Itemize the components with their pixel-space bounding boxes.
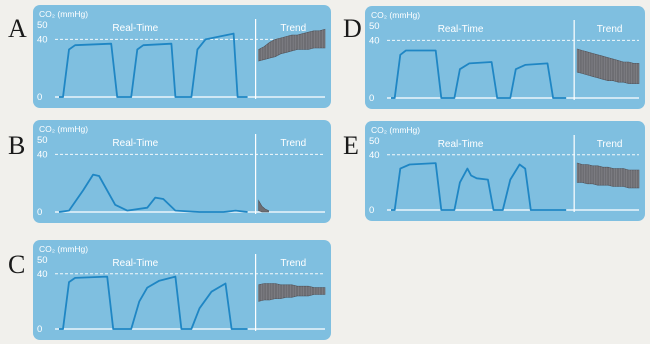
y-tick-0: 0 — [37, 324, 42, 335]
panel-letter-d: D — [343, 14, 362, 43]
panel-letter-c: C — [8, 250, 26, 279]
trend-label: Trend — [280, 138, 306, 149]
realtime-label: Real-Time — [438, 24, 484, 35]
y-tick-40: 40 — [37, 149, 48, 160]
y-axis-label: CO₂ (mmHg) — [371, 10, 420, 20]
realtime-label: Real-Time — [112, 23, 158, 34]
y-tick-40: 40 — [37, 269, 48, 280]
capnogram-svg: CO₂ (mmHg) Real-Time Trend 50 40 0 — [37, 124, 325, 218]
co2-waveform — [391, 49, 567, 99]
y-tick-40: 40 — [369, 35, 380, 46]
trend-band — [576, 48, 640, 84]
y-tick-40: 40 — [37, 34, 48, 45]
trend-label: Trend — [280, 23, 306, 34]
capnogram-panel-d: CO₂ (mmHg) Real-Time Trend 50 40 0 — [365, 6, 645, 109]
capnogram-svg: CO₂ (mmHg) Real-Time Trend 50 40 0 — [37, 244, 326, 335]
trend-label: Trend — [280, 258, 306, 269]
y-tick-0: 0 — [369, 93, 374, 104]
realtime-label: Real-Time — [438, 139, 484, 150]
realtime-label: Real-Time — [112, 258, 158, 269]
capnogram-panel-c: CO₂ (mmHg) Real-Time Trend 50 40 0 — [33, 240, 331, 340]
panel-letter-b: B — [8, 131, 26, 160]
trend-label: Trend — [597, 139, 623, 150]
trend-label: Trend — [597, 24, 623, 35]
co2-waveform — [391, 162, 567, 211]
y-tick-50: 50 — [369, 136, 380, 147]
y-axis-label: CO₂ (mmHg) — [371, 125, 420, 135]
trend-band — [576, 162, 640, 189]
capnogram-panel-b: CO₂ (mmHg) Real-Time Trend 50 40 0 — [33, 120, 331, 223]
y-tick-50: 50 — [369, 21, 380, 32]
trend-band — [258, 199, 269, 213]
y-tick-0: 0 — [369, 205, 374, 216]
y-tick-50: 50 — [37, 135, 48, 146]
realtime-label: Real-Time — [112, 138, 158, 149]
co2-waveform — [58, 173, 248, 213]
y-axis-label: CO₂ (mmHg) — [39, 9, 88, 19]
panel-letter-a: A — [8, 14, 27, 43]
y-axis-label: CO₂ (mmHg) — [39, 244, 88, 254]
capnogram-panel-e: CO₂ (mmHg) Real-Time Trend 50 40 0 — [365, 121, 645, 221]
y-tick-50: 50 — [37, 255, 48, 266]
y-tick-40: 40 — [369, 150, 380, 161]
co2-waveform — [59, 275, 248, 330]
y-tick-0: 0 — [37, 207, 42, 218]
y-tick-50: 50 — [37, 20, 48, 31]
capnogram-svg: CO₂ (mmHg) Real-Time Trend 50 40 0 — [37, 9, 326, 103]
panel-letter-e: E — [343, 131, 359, 160]
y-axis-label: CO₂ (mmHg) — [39, 124, 88, 134]
capnogram-svg: CO₂ (mmHg) Real-Time Trend 50 40 0 — [369, 125, 640, 216]
capnogram-panel-a: CO₂ (mmHg) Real-Time Trend 50 40 0 — [33, 5, 331, 108]
y-tick-0: 0 — [37, 92, 42, 103]
co2-waveform — [59, 32, 248, 98]
trend-band — [258, 283, 326, 302]
trend-band — [258, 28, 326, 62]
capnogram-svg: CO₂ (mmHg) Real-Time Trend 50 40 0 — [369, 10, 640, 104]
